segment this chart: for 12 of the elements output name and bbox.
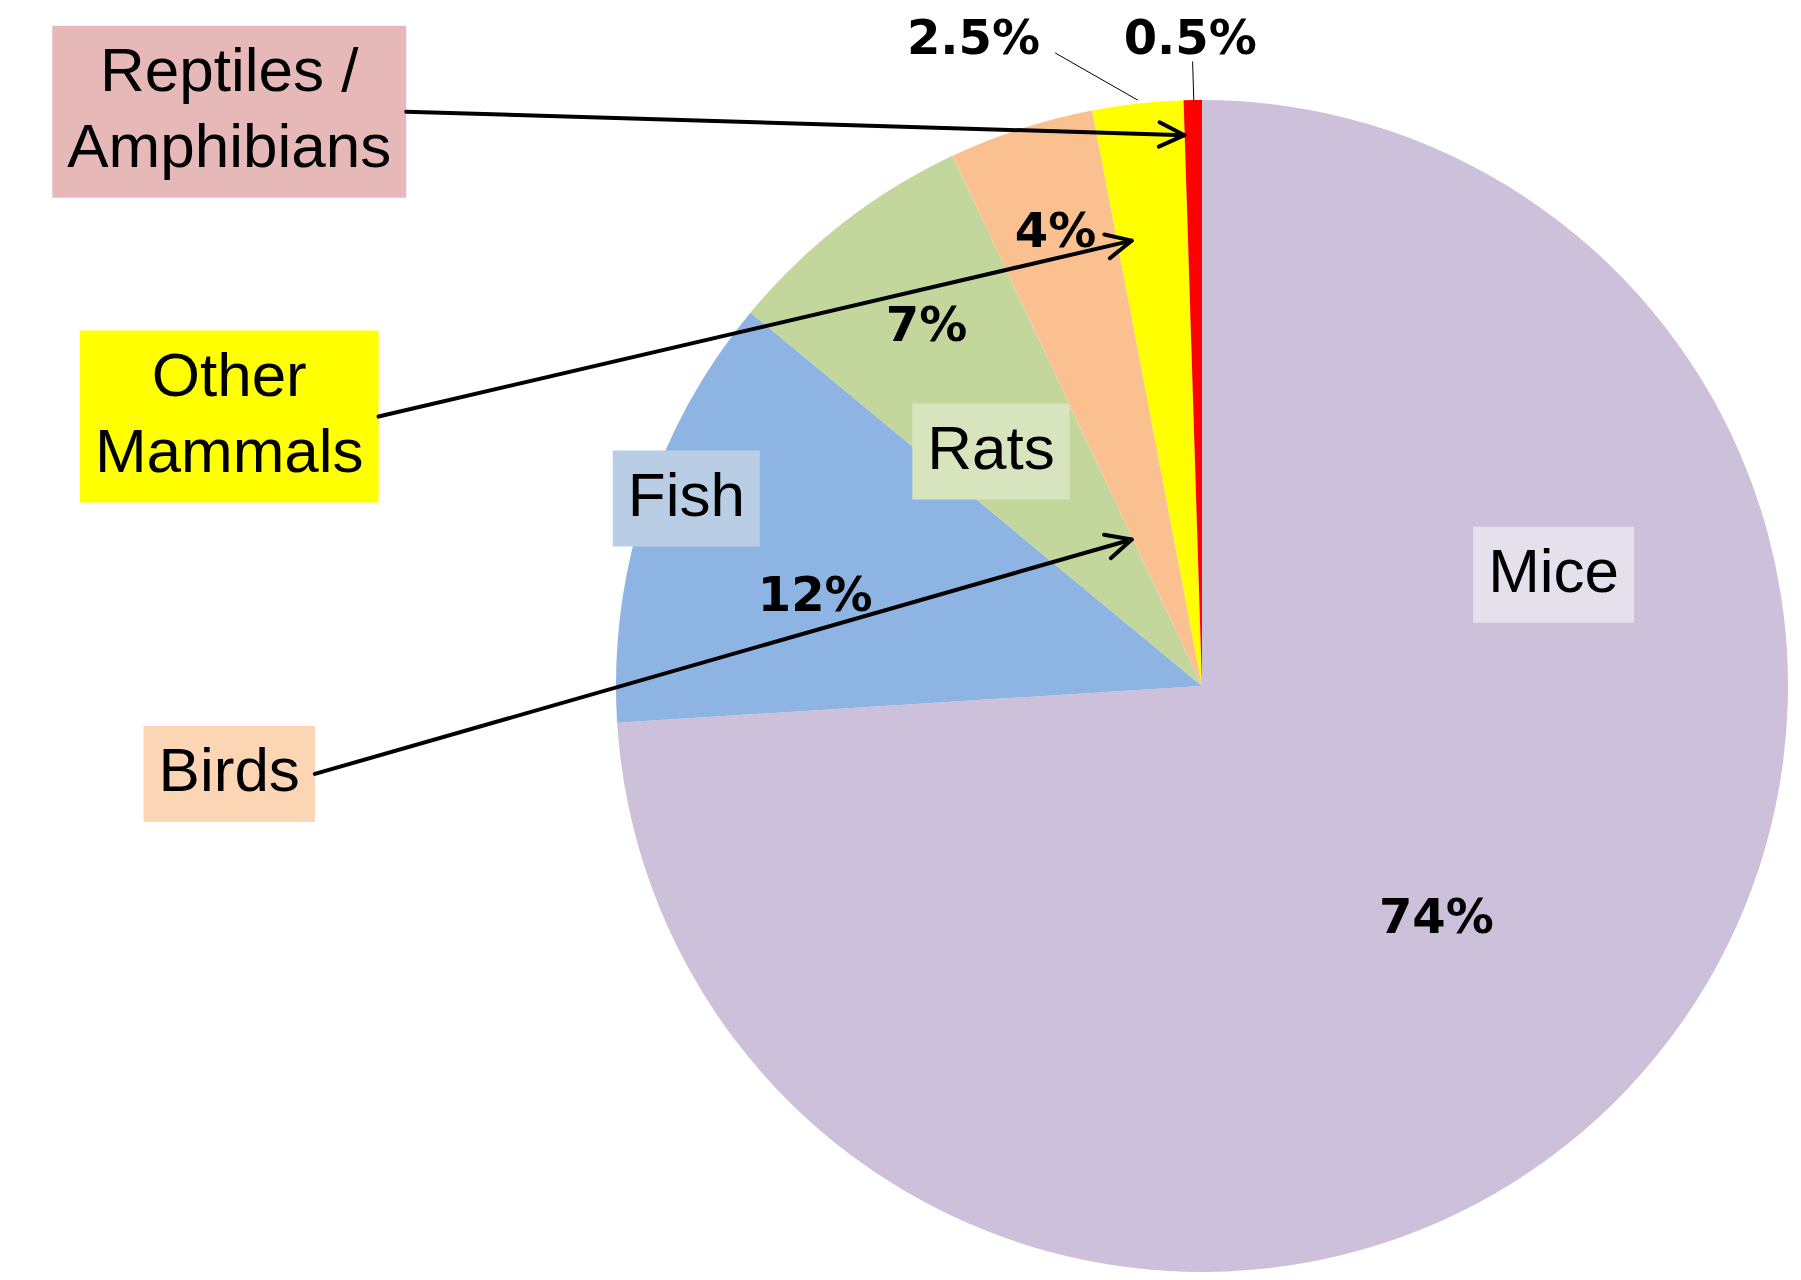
slice-label: Other Mammals (94, 339, 364, 485)
data-label: 4% (1014, 202, 1097, 259)
data-label: 2.5% (906, 8, 1041, 65)
slice-label: Birds (158, 734, 300, 804)
data-label: 12% (757, 565, 873, 622)
data-label: 74% (1378, 887, 1494, 944)
data-label: 7% (885, 296, 968, 353)
slice-label: Fish (627, 459, 745, 529)
slice-label: Rats (927, 412, 1055, 482)
slice-label: Mice (1488, 535, 1620, 605)
data-label: 0.5% (1123, 8, 1257, 65)
slice-label: Reptiles / Amphibians (67, 34, 392, 180)
